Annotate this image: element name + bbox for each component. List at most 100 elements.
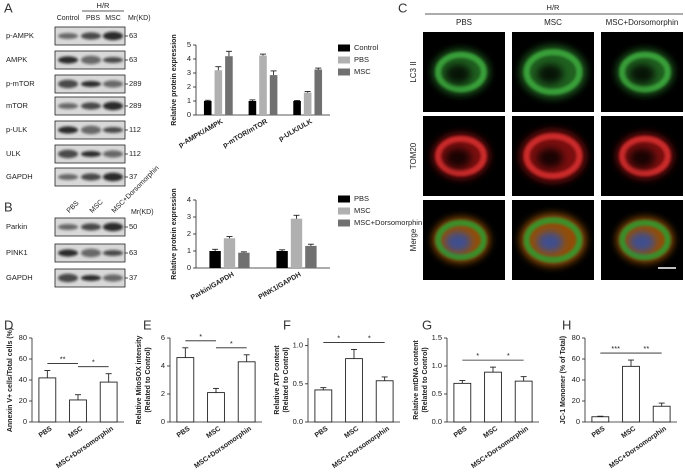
blot-band xyxy=(58,224,78,230)
bar xyxy=(69,399,87,423)
y-tick-label: 1.0 xyxy=(432,361,442,370)
cell-ring xyxy=(523,217,583,263)
y-tick-label: 1.5 xyxy=(432,333,442,342)
y-tick-label: 4 xyxy=(161,361,165,370)
blot-band xyxy=(58,273,78,283)
blot-mw: 50 xyxy=(129,222,137,231)
bar xyxy=(303,92,312,115)
legend-label: MSC+Dorsomorphin xyxy=(354,218,422,227)
y-tick-label: 0.0 xyxy=(432,417,442,426)
y-tick-label: 40 xyxy=(572,375,580,384)
blot-row-label: GAPDH xyxy=(6,172,33,181)
nucleus xyxy=(445,64,471,84)
lane-label: MSC xyxy=(89,199,105,215)
blot-mw: 112 xyxy=(129,149,141,158)
legend-swatch xyxy=(338,207,350,215)
panel-label: A xyxy=(4,0,13,15)
nucleus xyxy=(629,232,655,252)
y-tick-label: 2 xyxy=(187,82,191,91)
panel-label: F xyxy=(283,317,291,332)
lane-label: Control xyxy=(57,15,80,22)
bar xyxy=(314,389,333,423)
row-label: TOM20 xyxy=(409,142,418,169)
blot-row-label: GAPDH xyxy=(6,273,33,282)
x-tick-label: MSC+Dorsomorphin xyxy=(193,425,253,470)
panel-label: H xyxy=(562,317,571,332)
cell-ring xyxy=(619,51,671,93)
y-axis-label: (Related to Control) xyxy=(145,347,152,412)
x-tick-label: Parkin/GAPDH xyxy=(190,271,236,301)
legend-swatch xyxy=(338,56,350,64)
significance-label: * xyxy=(92,358,95,367)
y-tick-label: 0 xyxy=(187,263,191,272)
y-tick-label: 0 xyxy=(187,110,191,119)
y-tick-label: 0.0 xyxy=(293,417,303,426)
blot-band xyxy=(103,31,123,41)
y-tick-label: 2 xyxy=(161,389,165,398)
blot-band xyxy=(81,102,101,110)
blot-row-label: p-AMPK xyxy=(6,31,34,40)
y-tick-label: 6 xyxy=(161,333,165,342)
x-tick-label: PBS xyxy=(453,425,469,439)
y-axis-label: Annexin V+ cells/Total cells (%) xyxy=(7,328,14,432)
legend-swatch xyxy=(338,68,350,76)
x-tick-label: PBS xyxy=(176,425,192,439)
legend-label: PBS xyxy=(354,55,369,64)
bar xyxy=(238,252,250,268)
bar xyxy=(375,380,394,423)
x-tick-label: MSC xyxy=(343,425,360,440)
nucleus xyxy=(537,64,563,84)
legend-label: MSC xyxy=(354,67,371,76)
significance-label: * xyxy=(337,333,340,342)
x-tick-label: p-AMPK/AMPK xyxy=(178,118,225,149)
y-axis-label: Relative MitoSOX intensity xyxy=(136,336,143,425)
nucleus xyxy=(445,232,471,252)
blot-band xyxy=(58,174,78,180)
blot-row-label: PINK1 xyxy=(6,248,28,257)
blot-band xyxy=(58,33,78,39)
cell-ring xyxy=(435,219,487,261)
y-tick-label: 0 xyxy=(161,417,165,426)
y-tick-label: 60 xyxy=(19,354,27,363)
nucleus xyxy=(537,148,563,168)
blot-band xyxy=(81,55,101,65)
cell-ring xyxy=(619,135,671,177)
blot-band xyxy=(58,149,78,159)
x-tick-label: PBS xyxy=(38,425,54,439)
bar xyxy=(223,238,236,268)
legend-label: PBS xyxy=(354,194,369,203)
y-axis-label: Relative mtDNA content xyxy=(413,340,420,420)
x-tick-label: MSC xyxy=(67,425,84,440)
bar xyxy=(225,56,233,115)
panel-label: B xyxy=(4,199,13,214)
blot-band xyxy=(81,151,101,157)
significance-label: *** xyxy=(611,344,620,353)
nucleus xyxy=(537,232,563,252)
y-tick-label: 20 xyxy=(572,396,580,405)
blot-band xyxy=(103,57,123,63)
bar xyxy=(269,75,278,115)
significance-label: * xyxy=(199,332,202,341)
blot-band xyxy=(81,125,101,135)
blot-mw: 63 xyxy=(129,31,137,40)
y-axis-label: (Related to Control) xyxy=(283,347,290,412)
x-tick-label: MSC xyxy=(482,425,499,440)
blot-row-label: AMPK xyxy=(6,55,27,64)
x-tick-label: PBS xyxy=(314,425,330,439)
y-tick-label: 5 xyxy=(187,40,191,49)
blot-mw: 63 xyxy=(129,55,137,64)
x-tick-label: p-mTOR/mTOR xyxy=(222,118,269,149)
y-tick-label: 4 xyxy=(187,195,191,204)
bar xyxy=(99,381,118,423)
bar xyxy=(622,365,640,423)
blot-row-label: p-ULK xyxy=(6,125,27,134)
bar xyxy=(652,405,671,423)
bar xyxy=(514,380,533,423)
cell-ring xyxy=(435,135,487,177)
y-tick-label: 80 xyxy=(19,333,27,342)
blot-mw: 289 xyxy=(129,79,142,88)
y-tick-label: 0 xyxy=(576,417,580,426)
legend-swatch xyxy=(338,219,350,227)
cell-ring xyxy=(619,219,671,261)
